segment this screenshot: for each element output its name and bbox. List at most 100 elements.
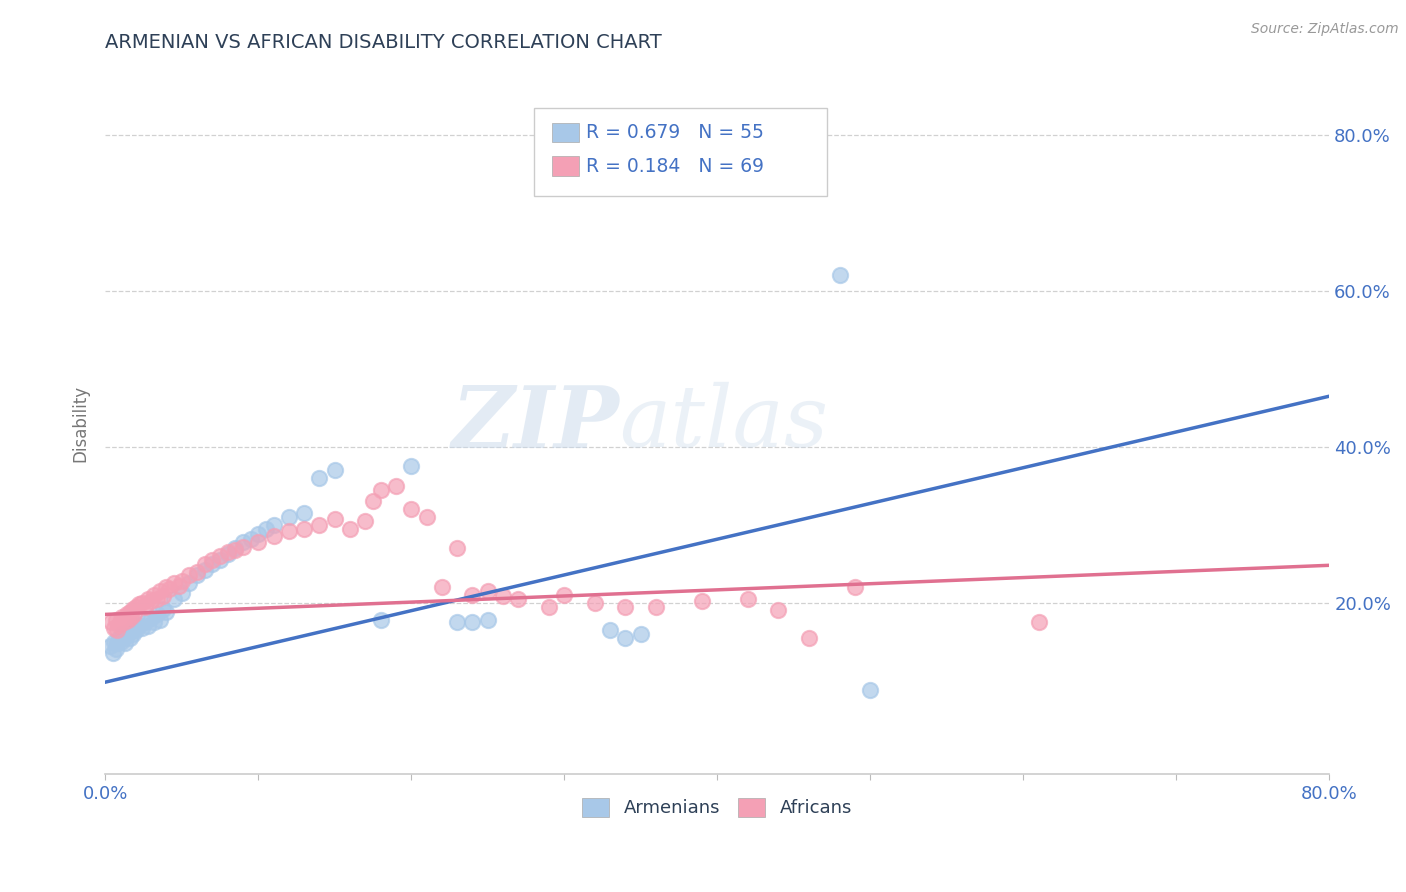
Point: [828, 268, 851, 283]
Point: [131, 596, 153, 610]
Point: [361, 494, 384, 508]
Bar: [553, 156, 579, 176]
Point: [323, 463, 346, 477]
Point: [232, 535, 254, 549]
Point: [117, 625, 139, 640]
Point: [553, 588, 575, 602]
Point: [167, 578, 190, 592]
Point: [112, 631, 135, 645]
Point: [630, 627, 652, 641]
Point: [844, 580, 866, 594]
Point: [308, 517, 330, 532]
Point: [308, 471, 330, 485]
Legend: Armenians, Africans: Armenians, Africans: [575, 791, 859, 825]
Point: [797, 631, 820, 645]
Text: atlas: atlas: [619, 382, 828, 465]
Point: [430, 580, 453, 594]
Point: [323, 511, 346, 525]
Point: [104, 613, 127, 627]
Point: [768, 603, 790, 617]
Point: [370, 483, 392, 497]
Point: [179, 576, 201, 591]
Point: [415, 510, 437, 524]
Point: [186, 568, 208, 582]
Point: [149, 613, 172, 627]
Point: [461, 615, 484, 630]
Point: [232, 540, 254, 554]
Point: [224, 541, 246, 556]
Point: [114, 636, 136, 650]
Point: [461, 588, 484, 602]
Point: [120, 609, 142, 624]
Point: [136, 591, 159, 606]
Point: [108, 631, 131, 645]
Point: [146, 607, 169, 622]
Point: [117, 613, 139, 627]
Point: [201, 557, 224, 571]
Point: [254, 522, 277, 536]
Point: [159, 582, 181, 596]
Bar: [553, 122, 579, 142]
Point: [121, 627, 143, 641]
Point: [125, 599, 148, 614]
Point: [155, 605, 177, 619]
Point: [101, 646, 124, 660]
Point: [645, 599, 668, 614]
Point: [146, 591, 169, 606]
Point: [208, 553, 231, 567]
Point: [737, 591, 759, 606]
Point: [354, 514, 377, 528]
Point: [263, 529, 285, 543]
Point: [128, 597, 150, 611]
Point: [477, 584, 499, 599]
Point: [111, 609, 134, 624]
Point: [614, 631, 637, 645]
Point: [217, 548, 239, 562]
Point: [131, 621, 153, 635]
Point: [110, 634, 132, 648]
Point: [752, 136, 775, 150]
Point: [690, 594, 713, 608]
Point: [124, 607, 146, 621]
Point: [155, 580, 177, 594]
Point: [247, 535, 270, 549]
Point: [118, 605, 141, 619]
Point: [104, 642, 127, 657]
Point: [446, 541, 468, 556]
Point: [152, 590, 174, 604]
Point: [537, 599, 560, 614]
Point: [859, 683, 882, 698]
Point: [103, 634, 125, 648]
Point: [121, 602, 143, 616]
Point: [170, 574, 193, 588]
Point: [128, 617, 150, 632]
Point: [277, 510, 299, 524]
Point: [120, 623, 142, 637]
Point: [100, 615, 122, 630]
Point: [107, 636, 129, 650]
Point: [115, 607, 138, 622]
Point: [149, 584, 172, 599]
Point: [194, 557, 217, 571]
Point: [107, 623, 129, 637]
Point: [292, 522, 315, 536]
Y-axis label: Disability: Disability: [72, 385, 89, 462]
Point: [112, 615, 135, 630]
Point: [108, 617, 131, 632]
Text: ZIP: ZIP: [451, 382, 619, 466]
Point: [339, 522, 361, 536]
Point: [292, 506, 315, 520]
Point: [194, 563, 217, 577]
Point: [186, 565, 208, 579]
Point: [370, 613, 392, 627]
Point: [163, 576, 186, 591]
Text: R = 0.184   N = 69: R = 0.184 N = 69: [586, 157, 765, 176]
Point: [163, 591, 186, 606]
Point: [492, 590, 515, 604]
Point: [224, 542, 246, 557]
Point: [134, 599, 156, 614]
Point: [599, 623, 621, 637]
Point: [170, 586, 193, 600]
Point: [385, 479, 408, 493]
Point: [208, 549, 231, 563]
